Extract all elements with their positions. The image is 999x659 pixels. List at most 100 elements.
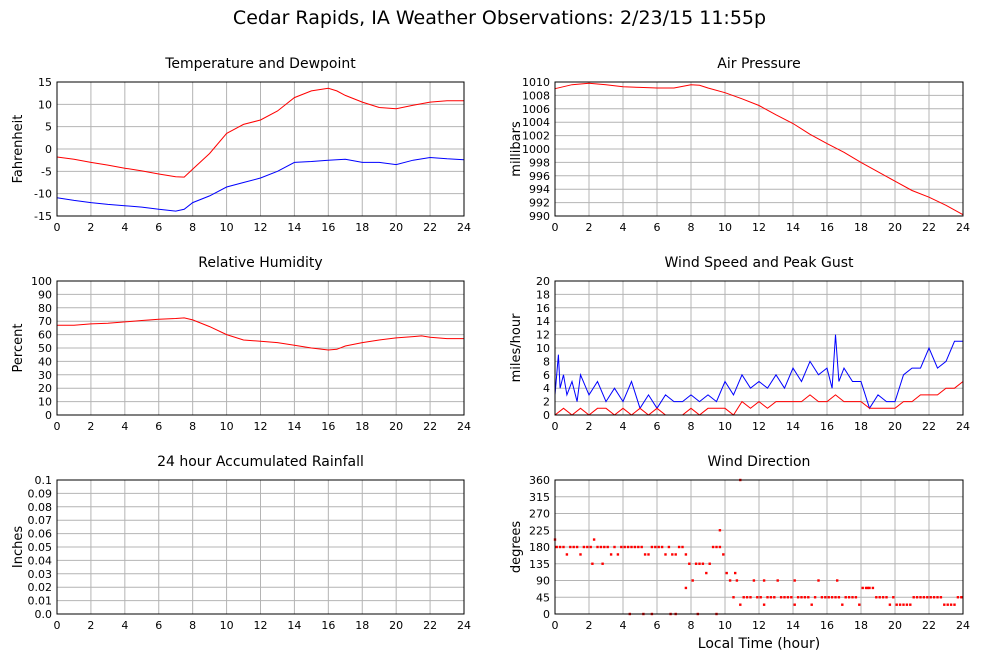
- winddir-point-0-21: [623, 545, 626, 549]
- wind-xtick-label-6: 12: [752, 420, 766, 433]
- wind-plot-frame: [554, 280, 964, 416]
- winddir-xtick-label-4: 8: [688, 619, 695, 632]
- winddir-point-0-3: [562, 545, 565, 549]
- winddir-point-0-89: [854, 596, 858, 599]
- winddir-point-0-46: [708, 562, 711, 565]
- pressure-xtick-label-12: 24: [956, 221, 970, 234]
- winddir-point-0-17: [609, 553, 613, 556]
- wind-series-line-0: [554, 334, 963, 410]
- winddir-point-0-45: [705, 571, 708, 575]
- winddir-point-0-39: [684, 553, 688, 556]
- humidity-ytick-label-5: 50: [38, 342, 52, 355]
- winddir-point-0-79: [820, 596, 824, 599]
- pressure-ytick-label-5: 1000: [522, 143, 550, 156]
- pressure-xtick-label-1: 2: [586, 221, 593, 234]
- temp-chart-title: Temperature and Dewpoint: [164, 56, 356, 72]
- winddir-point-0-18: [613, 545, 616, 549]
- winddir-point-0-13: [596, 545, 599, 549]
- winddir-ytick-label-7: 315: [529, 491, 550, 504]
- pressure-ytick-label-0: 990: [529, 210, 550, 223]
- winddir-point-0-25: [637, 545, 640, 549]
- wind-ytick-label-3: 6: [543, 369, 550, 382]
- winddir-point-0-112: [932, 596, 936, 599]
- temp-xtick-label-8: 16: [321, 221, 335, 234]
- rain-xtick-label-8: 16: [321, 619, 335, 632]
- temp-xtick-label-12: 24: [457, 221, 471, 234]
- temp-xtick-label-7: 14: [287, 221, 301, 234]
- temp-ytick-label-2: -5: [41, 165, 52, 178]
- winddir-point-0-129: [762, 579, 766, 582]
- winddir-point-0-42: [694, 562, 698, 565]
- pressure-ytick-label-9: 1008: [522, 89, 550, 102]
- winddir-point-0-110: [926, 596, 929, 599]
- winddir-point-0-88: [851, 596, 854, 599]
- wind-xtick-label-8: 16: [820, 420, 834, 433]
- wind-chart-title: Wind Speed and Peak Gust: [665, 255, 854, 271]
- winddir-point-0-10: [586, 545, 589, 549]
- winddir-point-0-34: [667, 545, 671, 549]
- rain-ytick-label-8: 0.08: [28, 501, 53, 514]
- winddir-xtick-label-2: 4: [620, 619, 627, 632]
- wind-xtick-label-5: 10: [718, 420, 732, 433]
- temp-xtick-label-1: 2: [87, 221, 94, 234]
- pressure-ytick-label-2: 994: [529, 183, 550, 196]
- winddir-point-0-5: [569, 545, 572, 549]
- winddir-ytick-label-1: 45: [536, 591, 550, 604]
- pressure-ytick-label-7: 1004: [522, 116, 550, 129]
- wind-xtick-label-9: 18: [854, 420, 868, 433]
- humidity-xtick-label-4: 8: [189, 420, 196, 433]
- winddir-point-0-82: [830, 596, 834, 599]
- winddir-point-0-52: [728, 579, 732, 582]
- winddir-point-0-67: [779, 596, 783, 599]
- winddir-point-0-49: [718, 545, 722, 549]
- pressure-series-line-0: [554, 82, 964, 216]
- winddir-point-0-38: [681, 545, 684, 549]
- winddir-point-0-93: [868, 586, 871, 590]
- winddir-point-0-100: [892, 596, 895, 599]
- winddir-point-0-99: [888, 603, 892, 606]
- winddir-point-0-117: [949, 603, 953, 606]
- wind-ytick-label-6: 12: [536, 329, 550, 342]
- winddir-point-0-94: [871, 586, 875, 590]
- winddir-point-0-113: [936, 596, 939, 599]
- winddir-chart-title: Wind Direction: [708, 454, 811, 470]
- winddir-point-0-56: [742, 596, 745, 599]
- wind-xtick-label-0: 0: [552, 420, 559, 433]
- winddir-point-0-48: [715, 545, 718, 549]
- pressure-xtick-label-7: 14: [786, 221, 800, 234]
- winddir-point-0-44: [701, 562, 705, 565]
- winddir-point-0-86: [844, 596, 847, 599]
- wind-ytick-label-7: 14: [536, 315, 550, 328]
- winddir-point-0-84: [837, 596, 841, 599]
- temp-ytick-label-0: -15: [34, 210, 52, 223]
- winddir-point-0-101: [895, 603, 898, 606]
- winddir-point-0-36: [674, 553, 677, 556]
- temp-series-line-0: [56, 87, 464, 178]
- winddir-point-0-20: [620, 545, 623, 549]
- winddir-point-0-1: [555, 545, 558, 549]
- pressure-xtick-label-5: 10: [718, 221, 732, 234]
- temp-xtick-label-10: 20: [389, 221, 403, 234]
- winddir-point-0-109: [922, 596, 926, 599]
- wind-series-line-1: [554, 381, 964, 416]
- winddir-point-0-26: [640, 545, 643, 549]
- winddir-point-0-11: [589, 545, 592, 549]
- rain-xtick-label-5: 10: [220, 619, 234, 632]
- rain-xtick-label-1: 2: [87, 619, 94, 632]
- winddir-point-0-66: [776, 579, 779, 582]
- wind-xtick-label-2: 4: [620, 420, 627, 433]
- pressure-xtick-label-0: 0: [552, 221, 559, 234]
- temp-ytick-label-5: 10: [38, 98, 52, 111]
- rain-ytick-label-1: 0.01: [28, 595, 53, 608]
- pressure-xtick-label-8: 16: [820, 221, 834, 234]
- winddir-point-0-19: [616, 553, 620, 556]
- rain-ytick-label-7: 0.07: [28, 514, 53, 527]
- winddir-point-0-73: [800, 596, 803, 599]
- humidity-y-axis-label: Percent: [11, 324, 26, 373]
- rain-chart-title: 24 hour Accumulated Rainfall: [157, 454, 364, 470]
- wind-y-axis-label: miles/hour: [509, 313, 524, 382]
- winddir-point-0-22: [626, 545, 630, 549]
- humidity-ytick-label-10: 100: [31, 275, 52, 288]
- winddir-point-0-61: [759, 596, 762, 599]
